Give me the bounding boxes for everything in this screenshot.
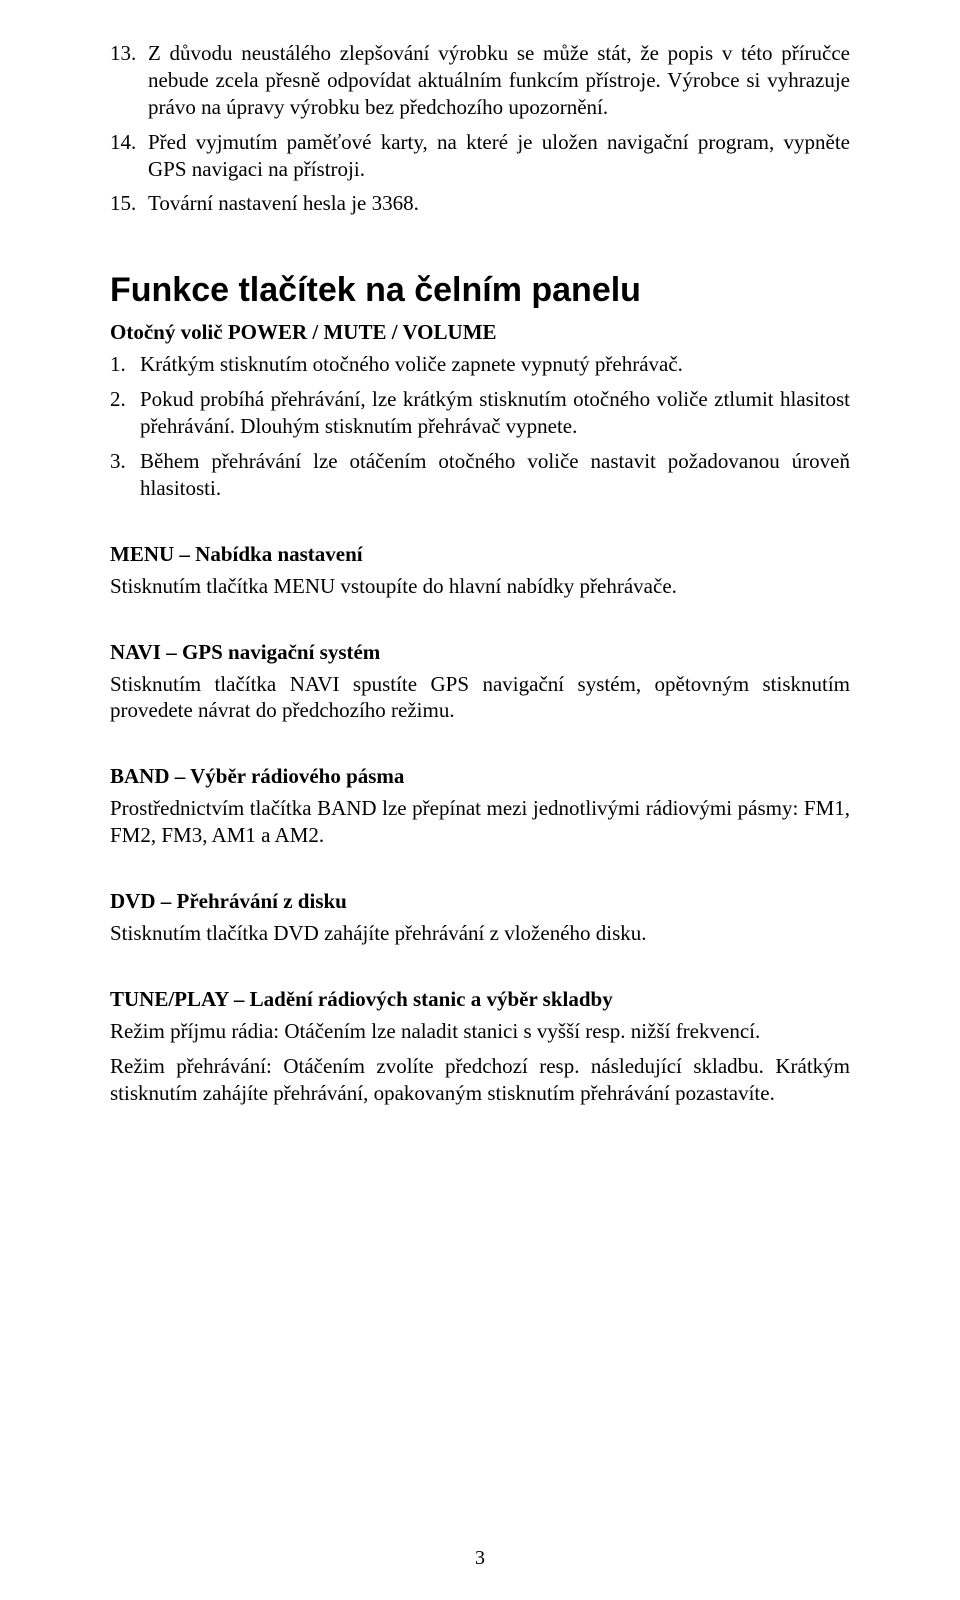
content-block: BAND – Výběr rádiového pásma Prostřednic… bbox=[110, 764, 850, 849]
list-number: 14. bbox=[110, 129, 148, 183]
list-text: Pokud probíhá přehrávání, lze krátkým st… bbox=[140, 386, 850, 440]
list-item: 2. Pokud probíhá přehrávání, lze krátkým… bbox=[110, 386, 850, 440]
paragraph: Režim přehrávání: Otáčením zvolíte předc… bbox=[110, 1053, 850, 1107]
intro-list: 13. Z důvodu neustálého zlepšování výrob… bbox=[110, 40, 850, 217]
list-item: 13. Z důvodu neustálého zlepšování výrob… bbox=[110, 40, 850, 121]
list-item: 14. Před vyjmutím paměťové karty, na kte… bbox=[110, 129, 850, 183]
section-list: 1. Krátkým stisknutím otočného voliče za… bbox=[110, 351, 850, 501]
list-number: 13. bbox=[110, 40, 148, 121]
list-text: Tovární nastavení hesla je 3368. bbox=[148, 190, 850, 217]
document-page: 13. Z důvodu neustálého zlepšování výrob… bbox=[0, 0, 960, 1600]
list-number: 15. bbox=[110, 190, 148, 217]
subsection-title: Otočný volič POWER / MUTE / VOLUME bbox=[110, 320, 850, 345]
paragraph: Režim příjmu rádia: Otáčením lze naladit… bbox=[110, 1018, 850, 1045]
paragraph: Stisknutím tlačítka DVD zahájíte přehráv… bbox=[110, 920, 850, 947]
list-text: Krátkým stisknutím otočného voliče zapne… bbox=[140, 351, 850, 378]
content-block: DVD – Přehrávání z disku Stisknutím tlač… bbox=[110, 889, 850, 947]
list-number: 3. bbox=[110, 448, 140, 502]
list-item: 3. Během přehrávání lze otáčením otočnéh… bbox=[110, 448, 850, 502]
list-text: Z důvodu neustálého zlepšování výrobku s… bbox=[148, 40, 850, 121]
block-heading: NAVI – GPS navigační systém bbox=[110, 640, 850, 665]
list-number: 2. bbox=[110, 386, 140, 440]
paragraph: Stisknutím tlačítka NAVI spustíte GPS na… bbox=[110, 671, 850, 725]
block-heading: BAND – Výběr rádiového pásma bbox=[110, 764, 850, 789]
list-text: Před vyjmutím paměťové karty, na které j… bbox=[148, 129, 850, 183]
list-item: 15. Tovární nastavení hesla je 3368. bbox=[110, 190, 850, 217]
page-number: 3 bbox=[0, 1547, 960, 1570]
block-heading: TUNE/PLAY – Ladění rádiových stanic a vý… bbox=[110, 987, 850, 1012]
list-number: 1. bbox=[110, 351, 140, 378]
list-text: Během přehrávání lze otáčením otočného v… bbox=[140, 448, 850, 502]
paragraph: Prostřednictvím tlačítka BAND lze přepín… bbox=[110, 795, 850, 849]
section-title: Funkce tlačítek na čelním panelu bbox=[110, 271, 850, 310]
content-block: TUNE/PLAY – Ladění rádiových stanic a vý… bbox=[110, 987, 850, 1107]
block-heading: MENU – Nabídka nastavení bbox=[110, 542, 850, 567]
list-item: 1. Krátkým stisknutím otočného voliče za… bbox=[110, 351, 850, 378]
block-heading: DVD – Přehrávání z disku bbox=[110, 889, 850, 914]
content-block: MENU – Nabídka nastavení Stisknutím tlač… bbox=[110, 542, 850, 600]
paragraph: Stisknutím tlačítka MENU vstoupíte do hl… bbox=[110, 573, 850, 600]
content-block: NAVI – GPS navigační systém Stisknutím t… bbox=[110, 640, 850, 725]
